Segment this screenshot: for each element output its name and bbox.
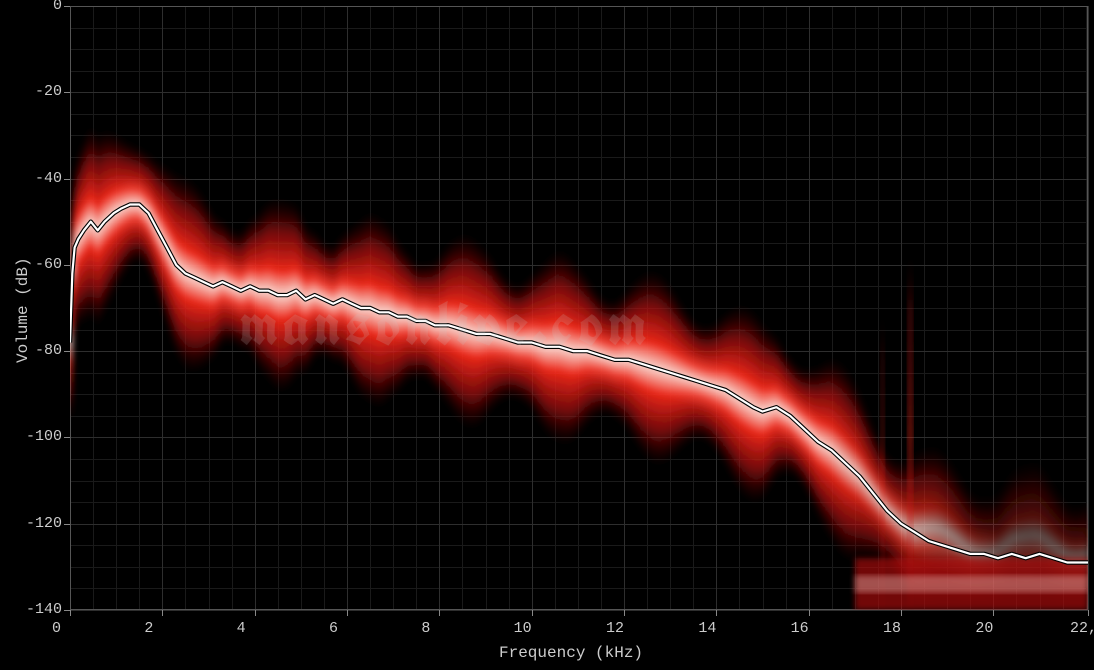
x-tick-label: 6 bbox=[329, 620, 338, 637]
spectrum-svg bbox=[0, 0, 1094, 670]
x-tick-label: 0 bbox=[52, 620, 61, 637]
y-tick-label: -40 bbox=[12, 170, 62, 187]
x-axis-label: Frequency (kHz) bbox=[499, 644, 643, 662]
x-tick-label: 4 bbox=[237, 620, 246, 637]
y-tick-label: -80 bbox=[12, 342, 62, 359]
y-tick-label: -60 bbox=[12, 256, 62, 273]
x-tick-label: 20 bbox=[975, 620, 993, 637]
y-tick-label: -120 bbox=[12, 515, 62, 532]
x-tick-label: 2 bbox=[144, 620, 153, 637]
x-tick-label: 14 bbox=[698, 620, 716, 637]
spectrum-chart: mansonlive.com Volume (dB) Frequency (kH… bbox=[0, 0, 1094, 670]
x-tick-label: 22,05 bbox=[1070, 620, 1094, 637]
y-tick-label: -140 bbox=[12, 601, 62, 618]
x-tick-label: 18 bbox=[883, 620, 901, 637]
y-tick-label: 0 bbox=[12, 0, 62, 14]
y-tick-label: -100 bbox=[12, 428, 62, 445]
x-tick-label: 8 bbox=[421, 620, 430, 637]
x-tick-label: 10 bbox=[514, 620, 532, 637]
x-tick-label: 16 bbox=[791, 620, 809, 637]
x-tick-label: 12 bbox=[606, 620, 624, 637]
y-tick-label: -20 bbox=[12, 83, 62, 100]
